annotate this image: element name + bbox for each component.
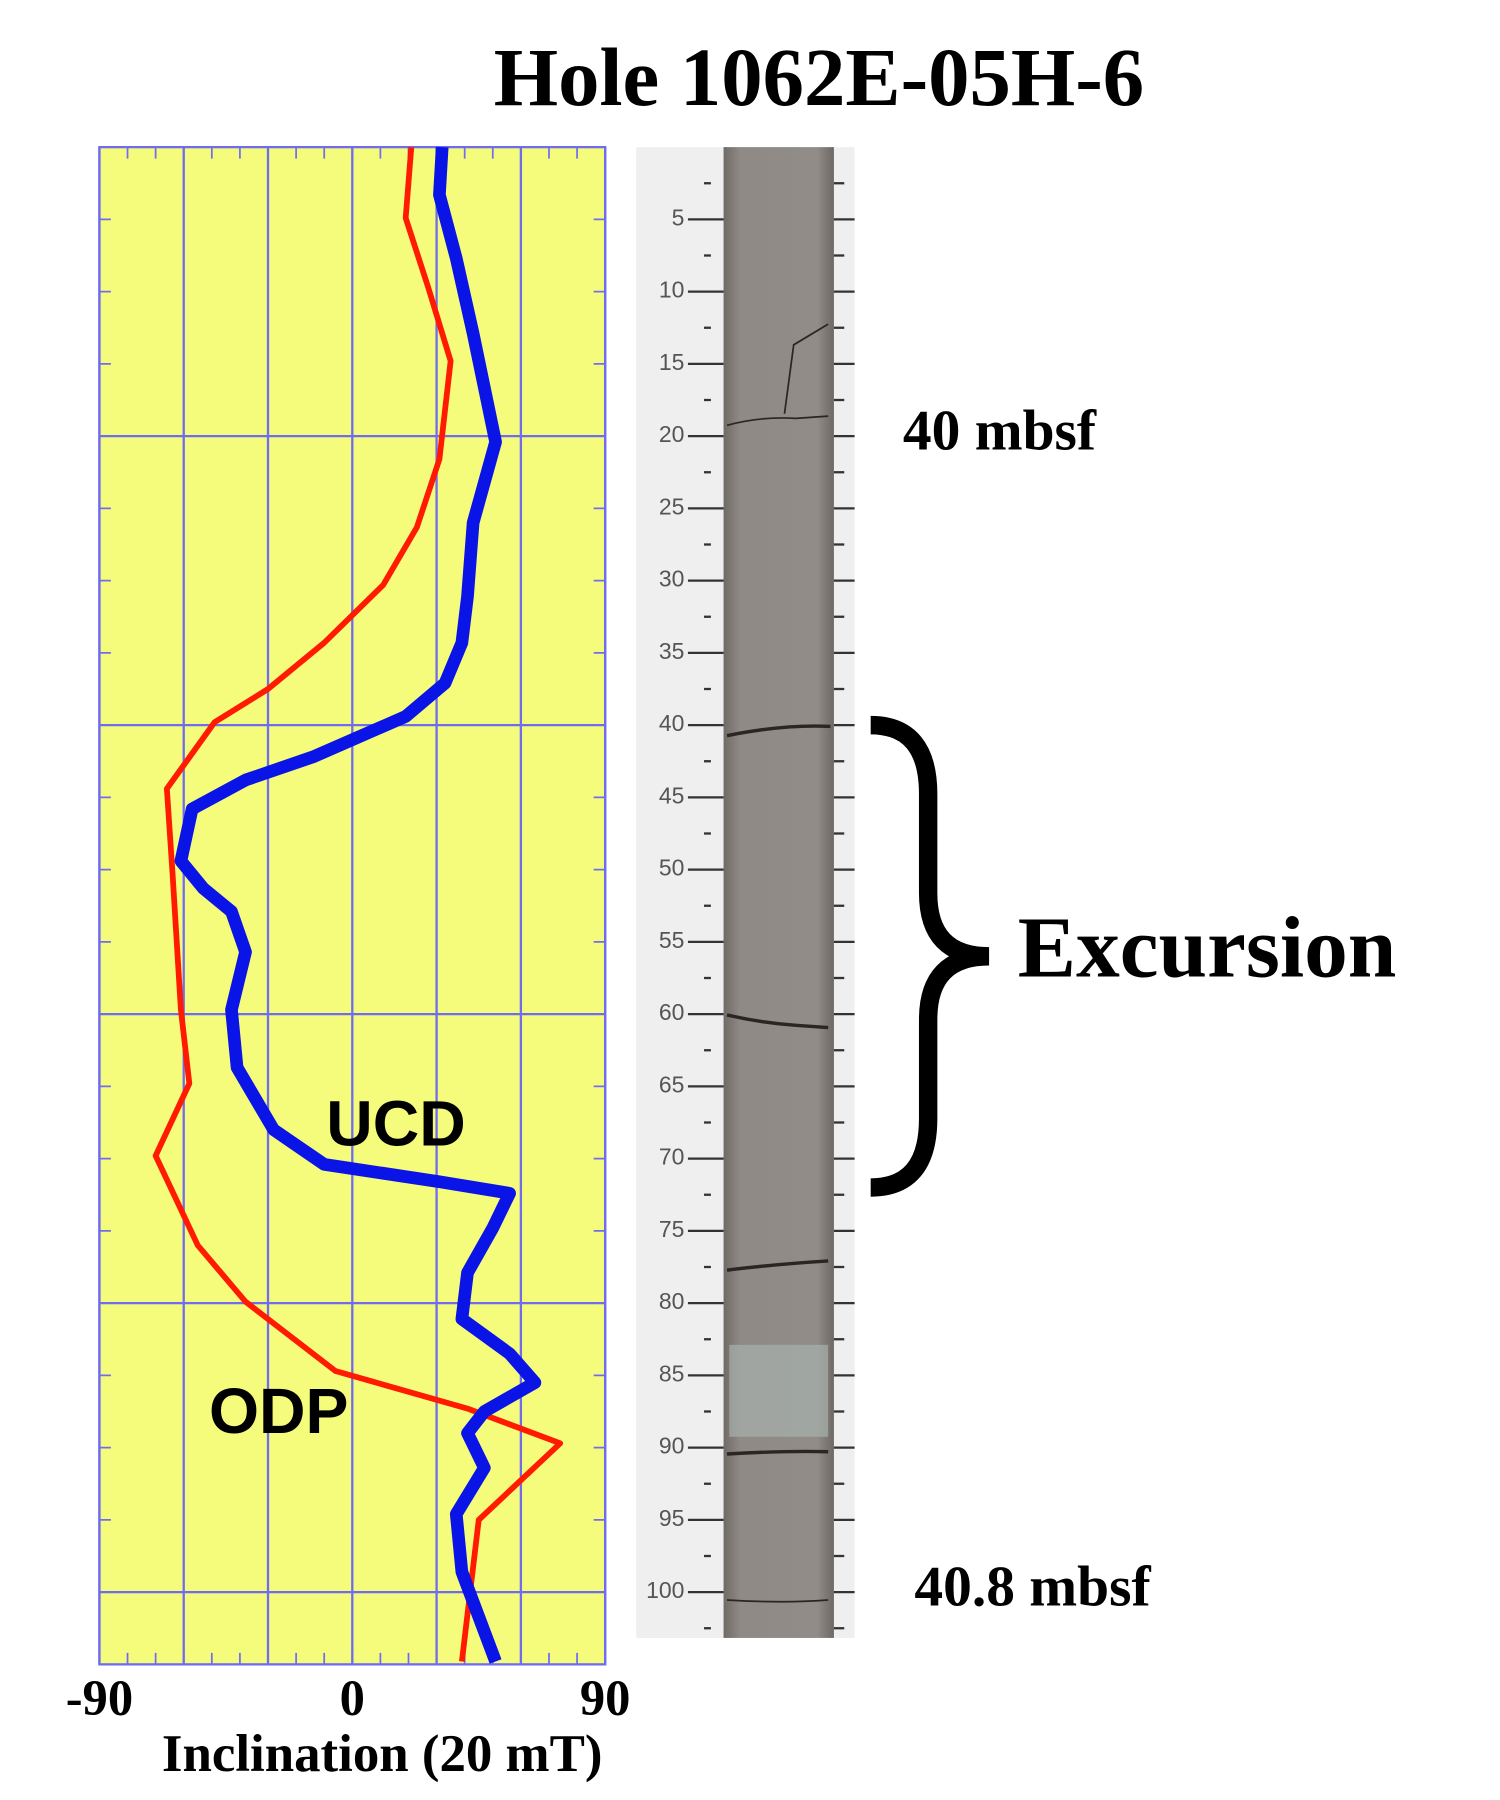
- series-label: ODP: [209, 1375, 348, 1447]
- core-light-band: [729, 1344, 829, 1437]
- series-line: [152, 146, 564, 1662]
- y-tick-label: 100: [646, 1577, 684, 1603]
- y-tick-label: 70: [659, 1144, 685, 1170]
- y-tick-label: 15: [659, 349, 685, 375]
- y-tick-label: 80: [659, 1288, 685, 1314]
- y-tick-label: 20: [659, 421, 685, 447]
- chart-title: Hole 1062E-05H-6: [494, 31, 1144, 123]
- x-axis-title: Inclination (20 mT): [162, 1725, 603, 1783]
- y-tick-label: 50: [659, 855, 685, 881]
- y-tick-label: 90: [659, 1433, 685, 1459]
- y-tick-label: 85: [659, 1360, 685, 1386]
- x-tick-label: -90: [66, 1670, 133, 1726]
- y-tick-label: 25: [659, 493, 685, 519]
- y-tick-label: 30: [659, 566, 685, 592]
- y-tick-label: 40: [659, 710, 685, 736]
- y-tick-label: 65: [659, 1071, 685, 1097]
- series-line: [174, 146, 542, 1664]
- y-tick-label: 75: [659, 1216, 685, 1242]
- x-tick-label: 90: [580, 1670, 631, 1726]
- y-tick-label: 10: [659, 277, 685, 303]
- y-tick-label: 60: [659, 999, 685, 1025]
- y-tick-label: 35: [659, 638, 685, 664]
- y-tick-label: 45: [659, 782, 685, 808]
- series-label: UCD: [326, 1088, 465, 1160]
- y-tick-label: 5: [672, 204, 685, 230]
- x-tick-label: 0: [340, 1670, 365, 1726]
- annotation: 40.8 mbsf: [914, 1555, 1151, 1618]
- y-tick-label: 95: [659, 1505, 685, 1531]
- plot-frame: [98, 145, 607, 1666]
- y-tick-label: 55: [659, 927, 685, 953]
- annotation: Excursion: [1018, 898, 1397, 995]
- annotation: 40 mbsf: [903, 399, 1097, 462]
- brace: [870, 715, 990, 1197]
- core-cracks: [726, 323, 831, 1603]
